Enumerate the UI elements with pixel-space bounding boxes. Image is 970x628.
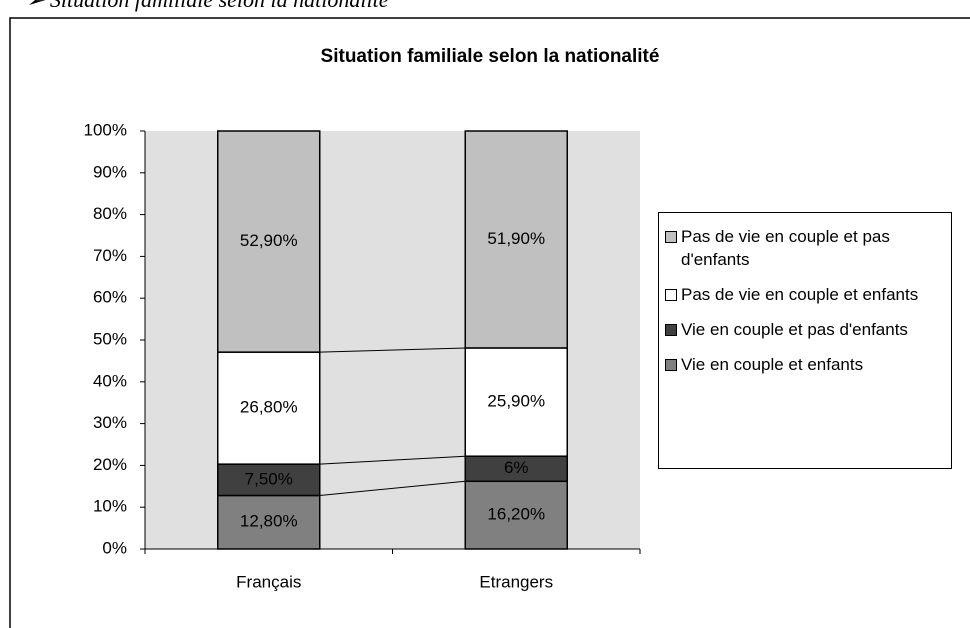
bar-segment [464, 455, 568, 483]
data-label: 51,90% [487, 229, 545, 248]
bar-segment [217, 130, 321, 353]
legend-label: Vie en couple et enfants [681, 355, 864, 374]
y-tick-label: 40% [93, 371, 127, 390]
bar-segment [217, 463, 321, 497]
legend-item: Pas de vie en couple et pas d'enfants [665, 225, 945, 271]
legend-label: Vie en couple et pas d'enfants [681, 320, 908, 339]
y-tick-label: 30% [93, 413, 127, 432]
data-label: 52,90% [240, 231, 298, 250]
legend-swatch [665, 231, 677, 243]
data-label: 7,50% [245, 469, 293, 488]
legend-label: Pas de vie en couple et enfants [681, 285, 919, 304]
y-tick-label: 70% [93, 246, 127, 265]
x-tick-label: Etrangers [479, 572, 553, 591]
legend-swatch [665, 324, 677, 336]
legend-swatch [665, 289, 677, 301]
series-line [319, 455, 466, 465]
data-label: 16,20% [487, 505, 545, 524]
data-label: 25,90% [487, 392, 545, 411]
legend-item: Vie en couple et pas d'enfants [665, 318, 945, 341]
y-tick-label: 20% [93, 455, 127, 474]
bar-segment [464, 347, 568, 457]
x-tick-label: Français [236, 572, 301, 591]
chart-frame [9, 17, 970, 628]
y-tick-label: 90% [93, 162, 127, 181]
y-tick-label: 50% [93, 329, 127, 348]
bar-segment [217, 494, 321, 550]
series-line [319, 347, 466, 353]
legend: Pas de vie en couple et pas d'enfants Pas… [658, 212, 952, 469]
bar-segment [464, 480, 568, 550]
data-label: 6% [504, 458, 529, 477]
data-label: 26,80% [240, 398, 298, 417]
series-line [319, 480, 466, 496]
y-tick-label: 0% [102, 538, 127, 557]
bar-segment [464, 130, 568, 349]
legend-swatch [665, 359, 677, 371]
chart-title: Situation familiale selon la nationalité [321, 46, 660, 67]
legend-label: Pas de vie en couple et pas d'enfants [681, 227, 890, 269]
caption: ➢ Situation familiale selon la nationali… [26, 0, 390, 12]
y-tick-label: 10% [93, 497, 127, 516]
y-tick-label: 80% [93, 204, 127, 223]
bar-segment [217, 351, 321, 465]
legend-item: Vie en couple et enfants [665, 353, 945, 376]
y-tick-label: 60% [93, 288, 127, 307]
y-tick-label: 100% [84, 120, 127, 139]
legend-item: Pas de vie en couple et enfants [665, 283, 945, 306]
data-label: 12,80% [240, 512, 298, 531]
